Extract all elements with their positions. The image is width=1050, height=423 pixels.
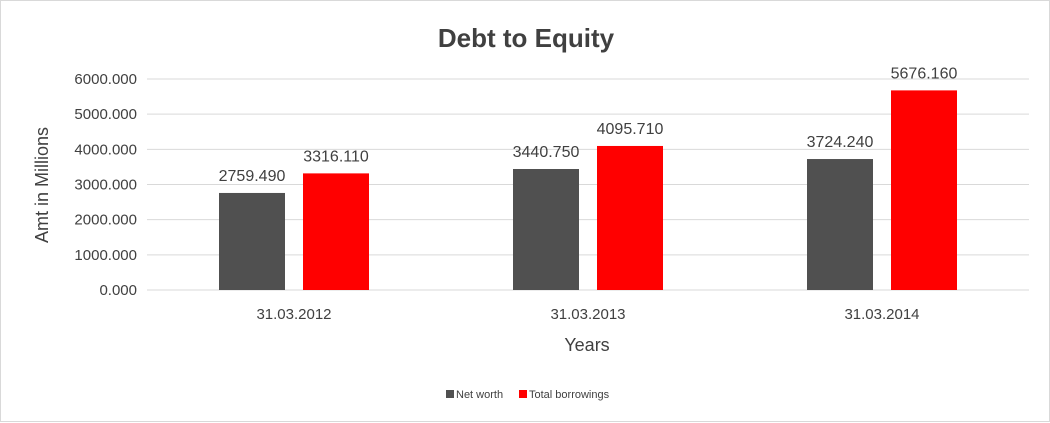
- y-tick-label: 1000.000: [74, 247, 137, 264]
- y-tick-label: 3000.000: [74, 177, 137, 194]
- x-axis-title: Years: [564, 335, 609, 355]
- data-label: 4095.710: [597, 121, 664, 138]
- legend-swatch: [519, 390, 527, 398]
- y-tick-label: 5000.000: [74, 106, 137, 123]
- bar-total-borrowings: [597, 145, 663, 290]
- legend: Net worth Total borrowings: [446, 389, 610, 401]
- y-axis-title: Amt in Millions: [32, 127, 52, 243]
- y-tick-label: 2000.000: [74, 212, 137, 229]
- y-tick-label: 4000.000: [74, 141, 137, 158]
- data-label: 3316.110: [303, 148, 369, 165]
- legend-label: Total borrowings: [529, 389, 610, 401]
- bar-net-worth: [219, 192, 285, 290]
- x-tick-label: 31.03.2012: [256, 306, 331, 323]
- bar-total-borrowings: [303, 173, 369, 290]
- x-tick-label: 31.03.2014: [844, 306, 919, 323]
- bar-net-worth: [807, 159, 873, 290]
- legend-swatch: [446, 390, 454, 398]
- data-label: 3724.240: [807, 134, 874, 151]
- x-axis-ticks: 31.03.2012 31.03.2013 31.03.2014: [256, 306, 919, 323]
- bars: [219, 90, 957, 291]
- y-tick-label: 6000.000: [74, 71, 137, 88]
- y-tick-label: 0.000: [99, 282, 137, 299]
- legend-label: Net worth: [456, 389, 503, 401]
- bar-net-worth: [513, 169, 579, 290]
- chart-title: Debt to Equity: [438, 23, 615, 53]
- gridlines: [147, 78, 1029, 291]
- data-label: 3440.750: [513, 144, 580, 161]
- data-label: 5676.160: [891, 65, 958, 82]
- y-axis-ticks: 0.000 1000.000 2000.000 3000.000 4000.000 500…: [74, 71, 137, 299]
- bar-total-borrowings: [891, 90, 957, 291]
- x-tick-label: 31.03.2013: [550, 306, 625, 323]
- data-label: 2759.490: [219, 168, 286, 185]
- data-labels: 2759.490 3316.110 3440.750 4095.710 3724.240…: [219, 65, 958, 185]
